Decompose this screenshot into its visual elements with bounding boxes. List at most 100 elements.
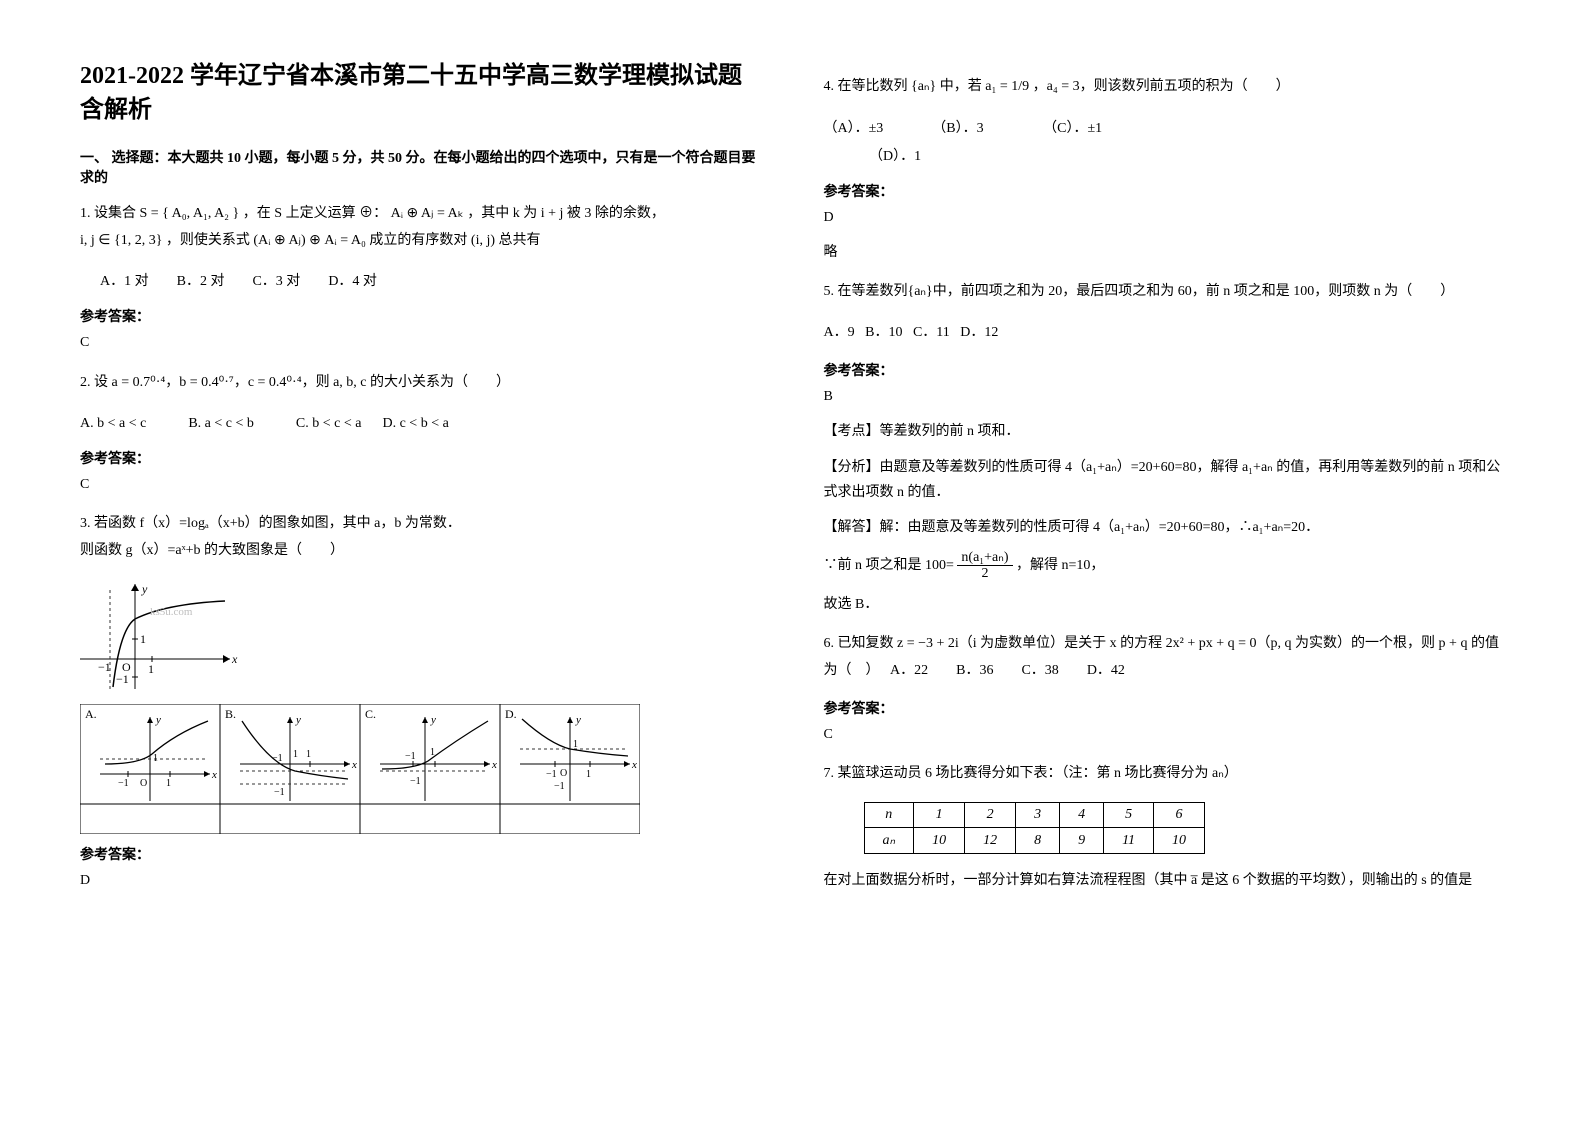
q5-opt-d: D．12 [960,325,998,340]
q5-opt-b: B．10 [865,325,902,340]
question-4: 4. 在等比数列 {aₙ} 中，若 a₁ = 1/9 ，a₄ = 3，则该数列前… [824,74,1508,101]
section-1-head: 一、 选择题：本大题共 10 小题，每小题 5 分，共 50 分。在每小题给出的… [80,147,764,187]
q1-opt-c: C．3 对 [252,274,300,289]
q1-answer: C [80,330,764,355]
q5-jieda-d: 故选 B． [824,592,1508,617]
svg-text:x: x [491,759,497,771]
svg-text:−1: −1 [410,776,421,787]
q7-text: 7. 某篮球运动员 6 场比赛得分如下表：（注：第 n 场比赛得分为 aₙ） [824,766,1238,781]
svg-text:1: 1 [153,753,158,764]
q1-rule: Aᵢ ⊕ Aⱼ = Aₖ [391,206,464,221]
table-row: aₙ 10 12 8 9 11 10 [864,828,1205,854]
q4-opt-c: （C）．±1 [1043,121,1102,136]
answer-label-6: 参考答案： [824,698,1508,718]
question-6: 6. 已知复数 z = −3 + 2i（i 为虚数单位）是关于 x 的方程 2x… [824,631,1508,684]
q2-answer: C [80,472,764,497]
q5-fraction: n(a₁+aₙ) 2 [957,550,1012,582]
q2-text: 2. 设 a = 0.7⁰·⁴，b = 0.4⁰·⁷，c = 0.4⁰·⁴，则 … [80,375,510,390]
q1-opt-b: B．2 对 [177,274,225,289]
q7-td-4: 9 [1060,828,1104,854]
answer-label-2: 参考答案： [80,448,764,468]
q7-td-5: 11 [1104,828,1154,854]
right-column: 4. 在等比数列 {aₙ} 中，若 a₁ = 1/9 ，a₄ = 3，则该数列前… [824,60,1508,909]
q4-answer: D [824,205,1508,230]
q5-jd-b: ∵前 n 项之和是 100= [824,558,958,573]
question-3: 3. 若函数 f（x）=logₐ（x+b）的图象如图，其中 a，b 为常数． 则… [80,511,764,564]
q4-answer-extra: 略 [824,240,1508,265]
q7-th-0: n [864,803,914,828]
svg-text:−1: −1 [554,781,565,792]
svg-text:y: y [295,714,301,726]
q7-td-2: 12 [965,828,1016,854]
q4-opt-a: （A）．±3 [824,121,884,136]
answer-label-5: 参考答案： [824,360,1508,380]
q7-th-1: 1 [914,803,965,828]
q1-text-e: ，则使关系式 (Aᵢ ⊕ Aⱼ) ⊕ Aᵢ = A₀ 成立的有序数对 (i, j… [166,233,541,248]
option-graphs-icon: A. B. C. D. x y O 1 −1 1 [80,704,640,834]
log-graph-icon: x y O −1 1 −1 1 ks5u.com [80,579,250,694]
q5-jd-c: ，解得 n=10， [1016,558,1104,573]
q1-ij: i, j ∈ {1, 2, 3} [80,233,162,248]
svg-text:y: y [141,582,148,596]
answer-label-4: 参考答案： [824,181,1508,201]
q5-answer: B [824,384,1508,409]
question-2: 2. 设 a = 0.7⁰·⁴，b = 0.4⁰·⁷，c = 0.4⁰·⁴，则 … [80,370,764,397]
left-column: 2021-2022 学年辽宁省本溪市第二十五中学高三数学理模拟试题含解析 一、 … [80,60,764,909]
q5-jieda-b: ∵前 n 项之和是 100= n(a₁+aₙ) 2 ，解得 n=10， [824,550,1508,582]
q7-th-6: 6 [1154,803,1205,828]
q5-text: 5. 在等差数列{aₙ}中，前四项之和为 20，最后四项之和为 60，前 n 项… [824,284,1455,299]
svg-text:1: 1 [148,662,154,676]
title: 2021-2022 学年辽宁省本溪市第二十五中学高三数学理模拟试题含解析 [80,60,764,127]
q5-jieda-a: 【解答】解：由题意及等差数列的性质可得 4（a₁+aₙ）=20+60=80，∴a… [824,515,1508,540]
svg-text:A.: A. [85,707,97,721]
answer-label-1: 参考答案： [80,306,764,326]
svg-text:−1: −1 [98,660,111,674]
svg-text:y: y [430,714,436,726]
svg-text:1: 1 [573,739,578,750]
q5-opt-a: A．9 [824,325,855,340]
svg-text:1: 1 [166,778,171,789]
svg-text:x: x [631,759,637,771]
q7-td-0: aₙ [864,828,914,854]
q6-answer: C [824,722,1508,747]
question-7: 7. 某篮球运动员 6 场比赛得分如下表：（注：第 n 场比赛得分为 aₙ） [824,761,1508,788]
q7-th-2: 2 [965,803,1016,828]
q5-options: A．9 B．10 C．11 D．12 [824,320,1508,347]
q6-opt-b: B．36 [956,663,993,678]
svg-text:−1: −1 [118,778,129,789]
q7-table: n 1 2 3 4 5 6 aₙ 10 12 8 9 11 10 [864,802,1206,854]
svg-text:x: x [351,759,357,771]
svg-text:−1: −1 [116,672,129,686]
svg-text:−1: −1 [274,787,285,798]
q5-fenxi: 【分析】由题意及等差数列的性质可得 4（a₁+aₙ）=20+60=80，解得 a… [824,455,1508,505]
q2-opt-b: B. a < c < b [188,416,254,431]
q3-answer: D [80,868,764,893]
svg-text:1: 1 [140,632,146,646]
q7-th-4: 4 [1060,803,1104,828]
table-row: n 1 2 3 4 5 6 [864,803,1205,828]
svg-text:B.: B. [225,707,236,721]
q1-options: A．1 对 B．2 对 C．3 对 D．4 对 [100,268,764,296]
q6-opt-a: A．22 [890,663,928,678]
svg-text:y: y [155,714,161,726]
q7-td-1: 10 [914,828,965,854]
q4-a1: a₁ = 1/9 [985,79,1029,94]
svg-text:D.: D. [505,707,517,721]
q5-opt-c: C．11 [913,325,950,340]
svg-text:x: x [211,769,217,781]
q4-text-b: ，a₄ = 3，则该数列前五项的积为（ ） [1033,79,1290,94]
svg-text:y: y [575,714,581,726]
q3-line2: 则函数 g（x）=aˣ+b 的大致图象是（ ） [80,543,344,558]
svg-text:O: O [560,768,567,779]
q3-option-figures: A. B. C. D. x y O 1 −1 1 [80,704,764,834]
q1-opt-d: D．4 对 [328,274,377,289]
svg-text:1: 1 [306,749,311,760]
svg-text:C.: C. [365,707,376,721]
question-5: 5. 在等差数列{aₙ}中，前四项之和为 20，最后四项之和为 60，前 n 项… [824,279,1508,306]
q4-opt-d: （D）．1 [869,149,921,164]
q1-text-b: ，在 S 上定义运算 ⊕： [243,206,387,221]
q2-opt-a: A. b < a < c [80,416,146,431]
q6-opt-d: D．42 [1087,663,1125,678]
q6-opt-c: C．38 [1021,663,1058,678]
question-1: 1. 设集合 S = { A₀, A₁, A₂ } ，在 S 上定义运算 ⊕： … [80,201,764,254]
